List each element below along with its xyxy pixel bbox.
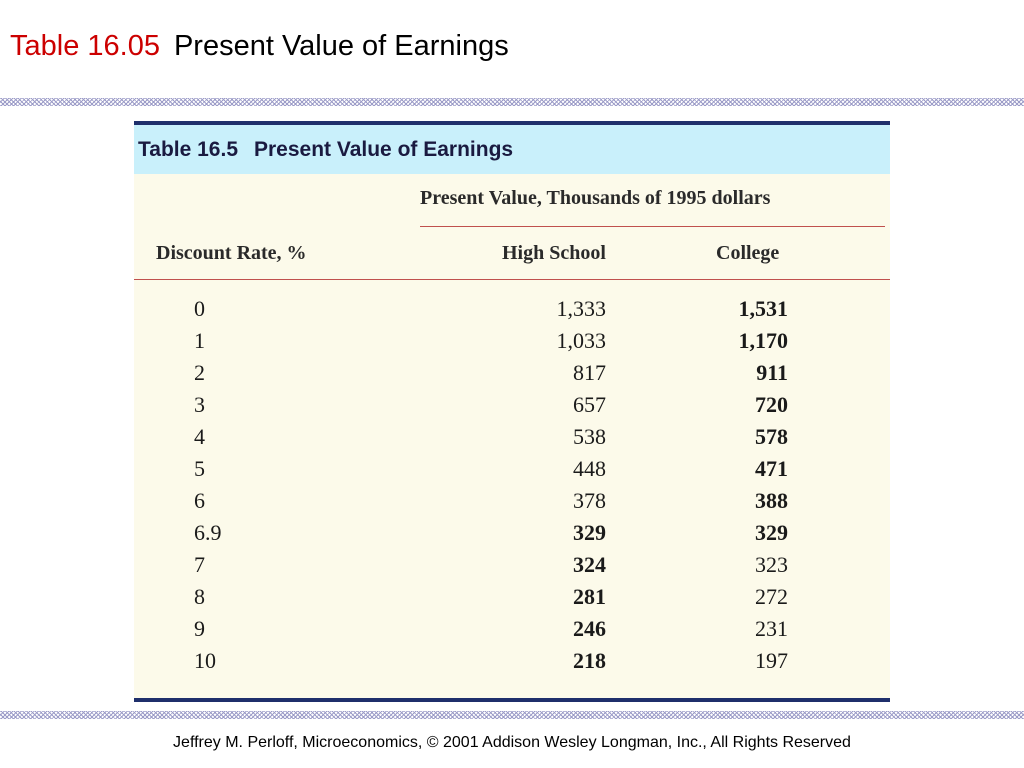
college-cell: 1,531 xyxy=(738,296,789,321)
college-cell: 272 xyxy=(755,584,788,609)
header-rule xyxy=(134,279,890,280)
college-cell: 578 xyxy=(755,424,788,449)
high-school-cell: 329 xyxy=(573,520,606,545)
bottom-divider xyxy=(0,711,1024,719)
college-cell: 388 xyxy=(755,488,788,513)
table-row: 4 538 578 xyxy=(134,421,890,453)
discount-rate-cell: 1 xyxy=(194,328,205,353)
table-row: 5 448 471 xyxy=(134,453,890,485)
discount-rate-cell: 10 xyxy=(194,648,216,673)
college-cell: 720 xyxy=(755,392,788,417)
table-caption: Table 16.5 Present Value of Earnings xyxy=(134,125,890,174)
discount-rate-cell: 9 xyxy=(194,616,205,641)
group-header-rule xyxy=(420,226,885,227)
slide-title-number: Table 16.05 xyxy=(10,30,160,62)
college-cell: 911 xyxy=(756,360,788,385)
table-caption-title: Present Value of Earnings xyxy=(254,138,514,161)
high-school-cell: 448 xyxy=(573,456,606,481)
discount-rate-cell: 8 xyxy=(194,584,205,609)
discount-rate-cell: 6 xyxy=(194,488,205,513)
top-divider xyxy=(0,98,1024,106)
high-school-cell: 1,033 xyxy=(556,328,607,353)
high-school-cell: 1,333 xyxy=(556,296,607,321)
copyright-footer: Jeffrey M. Perloff, Microeconomics, © 20… xyxy=(173,734,851,751)
column-header-discount-rate: Discount Rate, % xyxy=(156,242,307,264)
table-row: 10 218 197 xyxy=(134,645,890,677)
table-caption-number: Table 16.5 xyxy=(138,138,238,161)
college-cell: 329 xyxy=(755,520,788,545)
high-school-cell: 281 xyxy=(573,584,606,609)
discount-rate-cell: 6.9 xyxy=(194,520,222,545)
high-school-cell: 817 xyxy=(573,360,606,385)
table-row: 2 817 911 xyxy=(134,357,890,389)
discount-rate-cell: 2 xyxy=(194,360,205,385)
table-row: 6.9 329 329 xyxy=(134,517,890,549)
high-school-cell: 657 xyxy=(573,392,606,417)
high-school-cell: 218 xyxy=(573,648,606,673)
high-school-cell: 378 xyxy=(573,488,606,513)
high-school-cell: 324 xyxy=(573,552,606,577)
column-group-header: Present Value, Thousands of 1995 dollars xyxy=(420,187,771,209)
table-row: 8 281 272 xyxy=(134,581,890,613)
slide-title-text: Present Value of Earnings xyxy=(173,30,509,62)
column-header-high-school: High School xyxy=(502,242,606,264)
college-cell: 197 xyxy=(755,648,788,673)
college-cell: 231 xyxy=(755,616,788,641)
discount-rate-cell: 0 xyxy=(194,296,205,321)
table-row: 1 1,033 1,170 xyxy=(134,325,890,357)
table-body: 0 1,333 1,531 1 1,033 1,170 2 817 911 3 657 720 4 538… xyxy=(134,293,890,677)
discount-rate-cell: 3 xyxy=(194,392,205,417)
high-school-cell: 246 xyxy=(573,616,606,641)
column-header-college: College xyxy=(716,242,780,264)
high-school-cell: 538 xyxy=(573,424,606,449)
table-row: 7 324 323 xyxy=(134,549,890,581)
college-cell: 323 xyxy=(755,552,788,577)
college-cell: 1,170 xyxy=(738,328,789,353)
discount-rate-cell: 5 xyxy=(194,456,205,481)
table-row: 0 1,333 1,531 xyxy=(134,293,890,325)
earnings-table: Table 16.5 Present Value of Earnings Pres… xyxy=(134,121,890,702)
table-row: 6 378 388 xyxy=(134,485,890,517)
table-row: 9 246 231 xyxy=(134,613,890,645)
table-row: 3 657 720 xyxy=(134,389,890,421)
discount-rate-cell: 7 xyxy=(194,552,205,577)
college-cell: 471 xyxy=(755,456,788,481)
slide-title: Table 16.05 Present Value of Earnings xyxy=(10,30,509,63)
discount-rate-cell: 4 xyxy=(194,424,205,449)
